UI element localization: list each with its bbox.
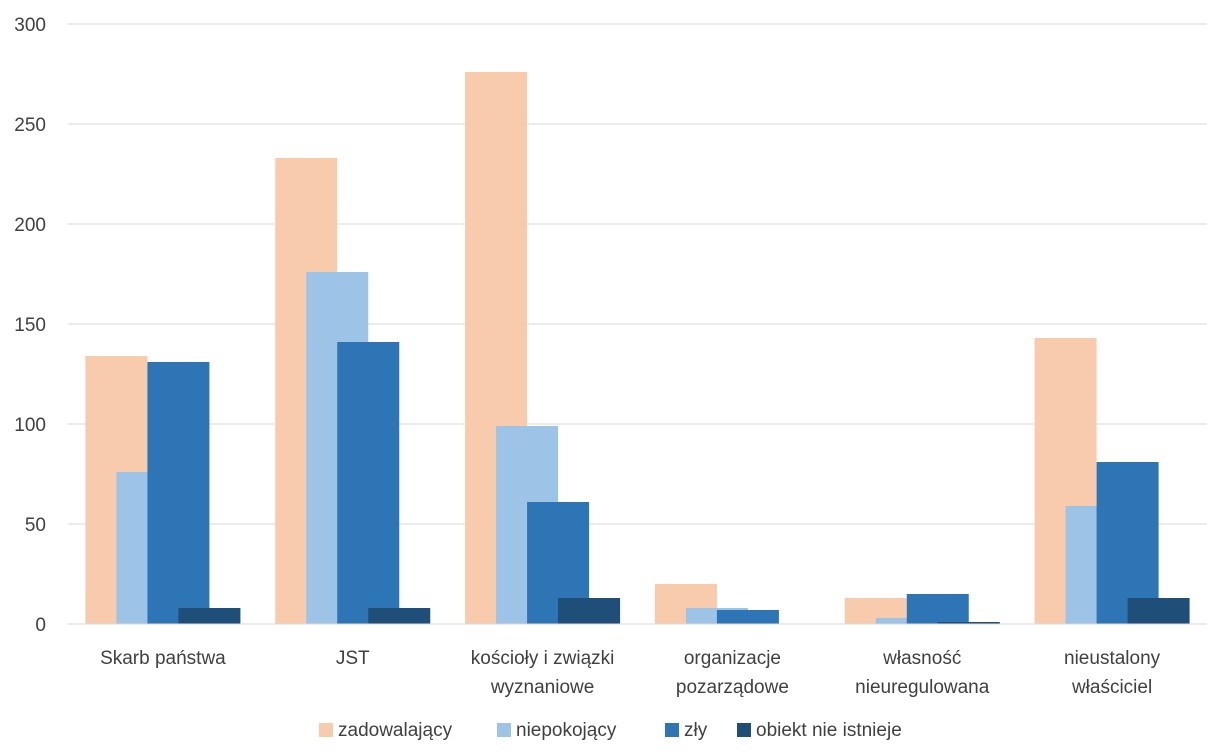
legend-label: niepokojący	[516, 720, 617, 741]
category-label: wyznaniowe	[490, 677, 595, 698]
bar	[558, 598, 621, 624]
bar	[368, 608, 431, 624]
y-tick-label: 300	[14, 15, 46, 36]
legend-swatch	[319, 723, 333, 737]
category-label: organizacje	[684, 648, 781, 669]
y-tick-label: 0	[35, 615, 46, 636]
y-tick-label: 250	[14, 115, 46, 136]
bar	[178, 608, 241, 624]
bar	[906, 594, 969, 624]
legend-swatch	[497, 723, 511, 737]
bar	[716, 610, 779, 624]
category-label: kościoły i związki	[471, 648, 615, 669]
legend-swatch	[665, 723, 679, 737]
legend-label: zły	[684, 720, 708, 741]
bar	[147, 362, 210, 624]
bar	[1096, 462, 1159, 624]
y-tick-label: 150	[14, 315, 46, 336]
legend-label: zadowalający	[338, 720, 453, 741]
bar	[337, 342, 400, 624]
y-tick-label: 100	[14, 415, 46, 436]
category-label: nieustalony	[1064, 648, 1161, 669]
legend-label: obiekt nie istnieje	[756, 720, 902, 741]
category-label: właściciel	[1071, 677, 1152, 698]
category-label: nieuregulowana	[855, 677, 990, 698]
y-tick-label: 200	[14, 215, 46, 236]
bar	[1127, 598, 1190, 624]
category-label: własność	[882, 648, 961, 669]
category-label: Skarb państwa	[100, 648, 226, 669]
category-label: JST	[336, 648, 370, 669]
y-tick-label: 50	[25, 515, 46, 536]
bar	[937, 622, 1000, 624]
legend-swatch	[737, 723, 751, 737]
category-label: pozarządowe	[676, 677, 789, 698]
